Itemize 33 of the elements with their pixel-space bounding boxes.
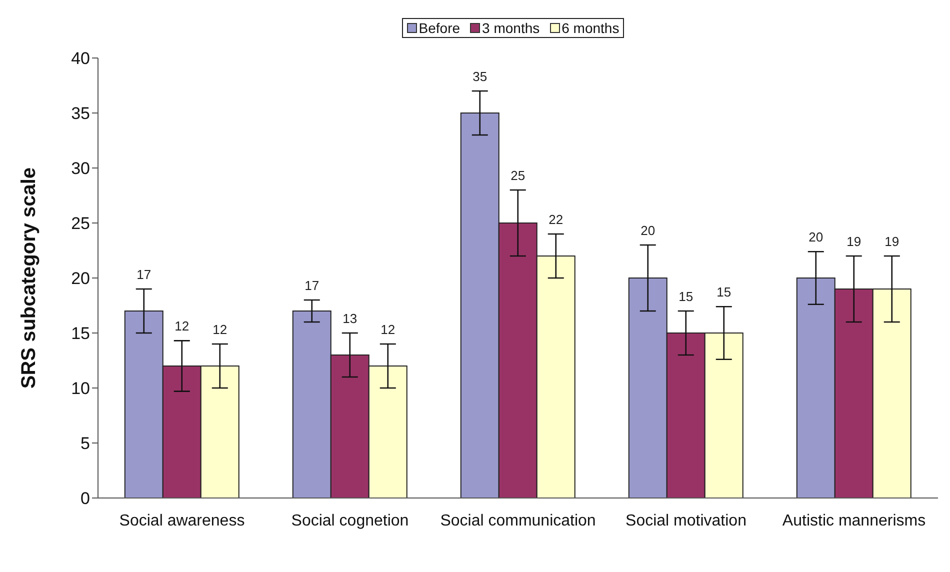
- x-tick-label: Social communication: [440, 512, 596, 530]
- data-label: 22: [548, 212, 564, 227]
- y-tick-label: 15: [71, 324, 90, 344]
- y-tick-label: 40: [71, 49, 90, 68]
- data-label: 12: [174, 318, 190, 334]
- data-label: 20: [640, 223, 656, 238]
- data-label: 19: [846, 234, 862, 249]
- y-tick-label: 30: [71, 159, 90, 178]
- y-tick-label: 0: [80, 489, 90, 508]
- x-tick-label: Social cognetion: [291, 512, 409, 530]
- y-tick-label: 20: [71, 269, 90, 288]
- legend-label: 3 months: [481, 20, 540, 36]
- x-tick-label: Social awareness: [119, 512, 245, 530]
- y-tick-label: 25: [71, 214, 90, 234]
- data-label: 15: [678, 289, 694, 304]
- data-label: 35: [472, 69, 488, 84]
- data-label: 20: [808, 230, 824, 245]
- data-label: 19: [884, 234, 900, 249]
- data-label: 17: [136, 267, 152, 282]
- y-axis-title: SRS subcategory scale: [18, 167, 40, 389]
- data-label: 25: [510, 168, 526, 183]
- data-label: 12: [212, 322, 228, 337]
- x-tick-label: Autistic mannerisms: [782, 512, 926, 530]
- legend-label: 6 months: [560, 20, 620, 36]
- data-label: 13: [342, 311, 358, 326]
- y-tick-label: 10: [71, 379, 90, 398]
- data-label: 15: [716, 284, 732, 300]
- x-tick-label: Social motivation: [626, 512, 746, 530]
- y-tick-label: 35: [71, 104, 90, 124]
- data-label: 17: [304, 278, 320, 293]
- legend-label: Before: [418, 20, 460, 36]
- data-label: 12: [380, 322, 396, 337]
- y-tick-label: 5: [80, 434, 90, 454]
